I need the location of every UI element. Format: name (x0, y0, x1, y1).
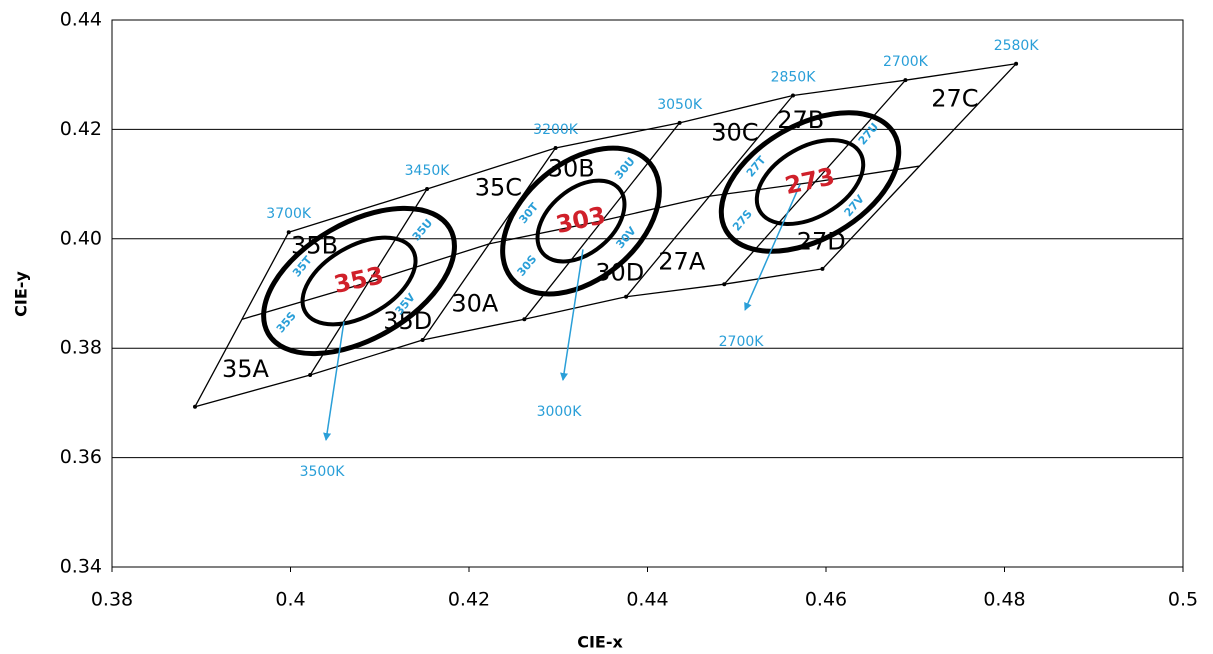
y-tick-label: 0.42 (60, 118, 102, 140)
bin-label: 27A (658, 248, 706, 276)
y-tick-label: 0.40 (60, 227, 102, 249)
arrow-label: 2700K (719, 334, 765, 350)
cct-label: 2700K (883, 54, 929, 70)
bin-label: 35A (222, 355, 270, 383)
sub-bin-label: 35S (274, 309, 299, 335)
x-axis-label: CIE-x (577, 633, 623, 652)
sub-bin-label: 27S (730, 207, 755, 233)
inner-ellipse (535, 178, 627, 264)
vertex (624, 294, 629, 299)
outer-ellipse (261, 205, 457, 357)
y-tick-label: 0.36 (60, 446, 102, 468)
arrow (560, 249, 584, 381)
outer-ellipse (500, 145, 662, 297)
y-axis-label: CIE-y (12, 271, 31, 317)
vertex (903, 78, 908, 83)
bin-label: 30A (451, 290, 499, 318)
y-tick-label: 0.44 (60, 9, 102, 31)
sub-bin-label: 27U (856, 120, 882, 147)
x-tick-label: 0.42 (448, 589, 490, 611)
center-label: 353 (331, 261, 386, 299)
vertex (425, 187, 430, 192)
vertex (308, 373, 313, 378)
cct-label: 3450K (405, 163, 451, 179)
bin-column-line (821, 63, 1017, 270)
arrow (323, 321, 345, 441)
vertex (677, 120, 682, 125)
y-tick-label: 0.38 (60, 337, 102, 359)
vertex (193, 404, 198, 409)
vertex (722, 282, 727, 287)
bin-label: 27C (931, 84, 978, 112)
bin-label: 30C (711, 118, 758, 146)
cct-label: 2580K (994, 38, 1040, 54)
x-tick-label: 0.48 (983, 589, 1025, 611)
x-tick-label: 0.44 (626, 589, 668, 611)
x-tick-label: 0.4 (275, 589, 305, 611)
x-tick-label: 0.5 (1168, 589, 1198, 611)
bin-column-line (309, 188, 428, 376)
x-tick-label: 0.46 (805, 589, 847, 611)
vertex (553, 145, 558, 150)
sub-bin-label: 35U (410, 216, 436, 243)
center-label: 273 (782, 162, 837, 200)
bin-label: 35C (475, 174, 522, 202)
bin-column-line (625, 95, 794, 298)
sub-bin-label: 30S (515, 253, 540, 279)
bin-column-line (422, 147, 557, 341)
y-tick-label: 0.34 (60, 556, 102, 578)
cct-label: 2850K (771, 69, 817, 85)
cct-label: 3700K (266, 206, 312, 222)
bin-column-line (523, 122, 681, 320)
cct-label: 3200K (533, 122, 579, 138)
vertex (286, 230, 291, 235)
bin-column-line (194, 231, 290, 408)
arrow-label: 3000K (537, 404, 583, 420)
inner-ellipse (754, 138, 866, 226)
vertex (1014, 61, 1019, 66)
vertex (820, 266, 825, 271)
center-label: 303 (553, 201, 608, 239)
sub-bin-label: 30U (612, 155, 638, 182)
outer-ellipse (718, 110, 902, 254)
vertex (420, 337, 425, 342)
x-tick-label: 0.38 (91, 589, 133, 611)
arrow (744, 184, 801, 311)
inner-ellipse (300, 235, 418, 327)
arrow-label: 3500K (300, 464, 346, 480)
vertex (790, 93, 795, 98)
vertex (522, 317, 527, 322)
cct-label: 3050K (657, 97, 703, 113)
